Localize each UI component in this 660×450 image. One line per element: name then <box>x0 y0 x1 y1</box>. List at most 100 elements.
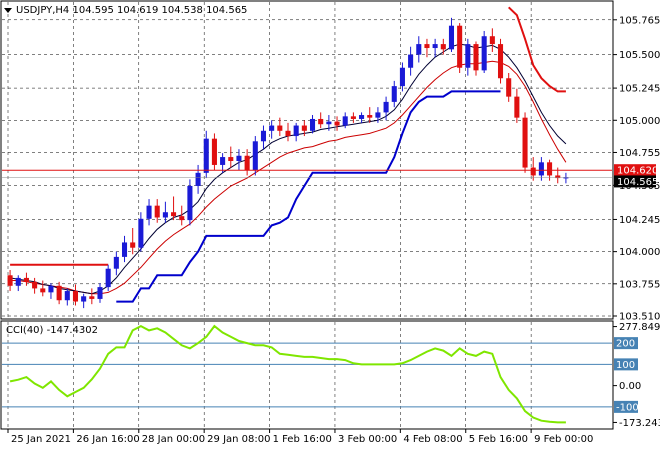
candle <box>89 288 95 305</box>
candle-body <box>432 44 438 49</box>
time-tick-label: 25 Jan 2021 <box>11 434 71 445</box>
candle <box>326 115 332 131</box>
cci-level-tag-label: -100 <box>616 402 639 413</box>
candle <box>473 41 479 76</box>
cci-level-tag <box>614 400 638 413</box>
candle-body <box>547 162 553 176</box>
time-tick-label: 4 Feb 08:00 <box>403 434 462 445</box>
candle-body <box>64 291 70 301</box>
candle-body <box>530 167 536 176</box>
candle <box>309 115 316 134</box>
candle-body <box>130 242 136 248</box>
candle <box>40 280 46 297</box>
candle <box>15 275 21 292</box>
candle-body <box>81 296 87 302</box>
price-panel[interactable] <box>0 0 614 320</box>
cci-panel[interactable] <box>0 320 614 430</box>
candle-body <box>113 256 119 269</box>
candle-body <box>481 36 487 71</box>
candle-body <box>260 130 267 142</box>
candle <box>399 62 405 92</box>
candle-body <box>48 285 54 293</box>
candle <box>269 120 275 139</box>
candle <box>105 264 111 292</box>
candle <box>285 122 291 142</box>
price-line-tag-label: 104.620 <box>617 166 658 177</box>
price-tick-label: 104.245 <box>619 215 660 226</box>
candle-body <box>473 44 479 71</box>
candle <box>432 38 438 58</box>
candle-body <box>375 112 381 118</box>
price-tick-label: 105.765 <box>619 15 660 26</box>
cci-level-tag-label: 100 <box>616 360 635 371</box>
candle <box>228 146 234 168</box>
candle <box>481 30 487 73</box>
candle-body <box>244 155 250 171</box>
candle <box>408 46 414 76</box>
candle <box>514 88 520 123</box>
candle <box>130 227 136 255</box>
cci-label: CCI(40) -147.4302 <box>6 325 98 336</box>
price-tick-label: 103.510 <box>619 312 660 323</box>
candle-body <box>383 101 389 113</box>
candle-body <box>440 44 446 50</box>
price-tick-label: 105.000 <box>619 116 660 127</box>
candle <box>318 112 324 129</box>
cci-tick-label: 277.849 <box>619 322 660 333</box>
time-tick-label: 5 Feb 16:00 <box>469 434 528 445</box>
candle-body <box>236 155 242 161</box>
candle-body <box>146 205 152 219</box>
candle <box>350 112 356 123</box>
time-axis: 25 Jan 2021 26 Jan 16:00 28 Jan 00:00 29 Ja… <box>7 429 593 445</box>
candle-body <box>293 125 299 137</box>
candle <box>236 149 242 171</box>
price-marks <box>2 6 612 309</box>
candle-body <box>448 25 455 50</box>
candle <box>138 212 144 252</box>
candle <box>424 38 430 58</box>
current-price-tag <box>614 175 656 188</box>
candle-body <box>334 121 340 126</box>
candle <box>56 281 62 305</box>
candle <box>260 125 267 150</box>
candle-body <box>162 212 168 218</box>
candle-body <box>23 277 29 282</box>
candle <box>457 23 463 73</box>
candle-body <box>391 86 397 102</box>
candle <box>252 136 258 176</box>
candle <box>375 107 381 123</box>
candle-body <box>179 216 185 221</box>
candle <box>32 277 38 294</box>
price-tick-label: 104.755 <box>619 148 660 159</box>
collapse-triangle-icon[interactable] <box>4 8 12 13</box>
candle-body <box>563 177 569 179</box>
cci-marks <box>9 324 566 424</box>
candle-body <box>187 185 193 221</box>
cci-tick-label: 0.00 <box>619 381 641 392</box>
candle-body <box>538 162 544 176</box>
candle-body <box>318 118 324 125</box>
price-tick-label: 103.755 <box>619 279 660 290</box>
candle-body <box>457 25 463 68</box>
cci-level-tag <box>614 358 638 371</box>
candle <box>334 116 340 131</box>
price-tick-label: 104.000 <box>619 247 660 258</box>
candle-body <box>506 78 512 97</box>
candle-body <box>367 115 373 118</box>
candle <box>277 117 283 137</box>
candle <box>162 201 168 223</box>
candle <box>359 112 365 123</box>
candle <box>187 179 193 226</box>
candle-body <box>138 218 144 248</box>
ma-slow-line <box>10 60 567 295</box>
candle-body <box>408 54 414 68</box>
candle <box>48 283 54 299</box>
cci-grid <box>2 322 612 428</box>
candle-body <box>211 138 217 165</box>
candle <box>497 38 504 84</box>
candle-body <box>359 115 365 119</box>
candle-body <box>269 125 275 131</box>
time-tick-label: 29 Jan 08:00 <box>207 434 270 445</box>
candle-body <box>555 175 561 179</box>
